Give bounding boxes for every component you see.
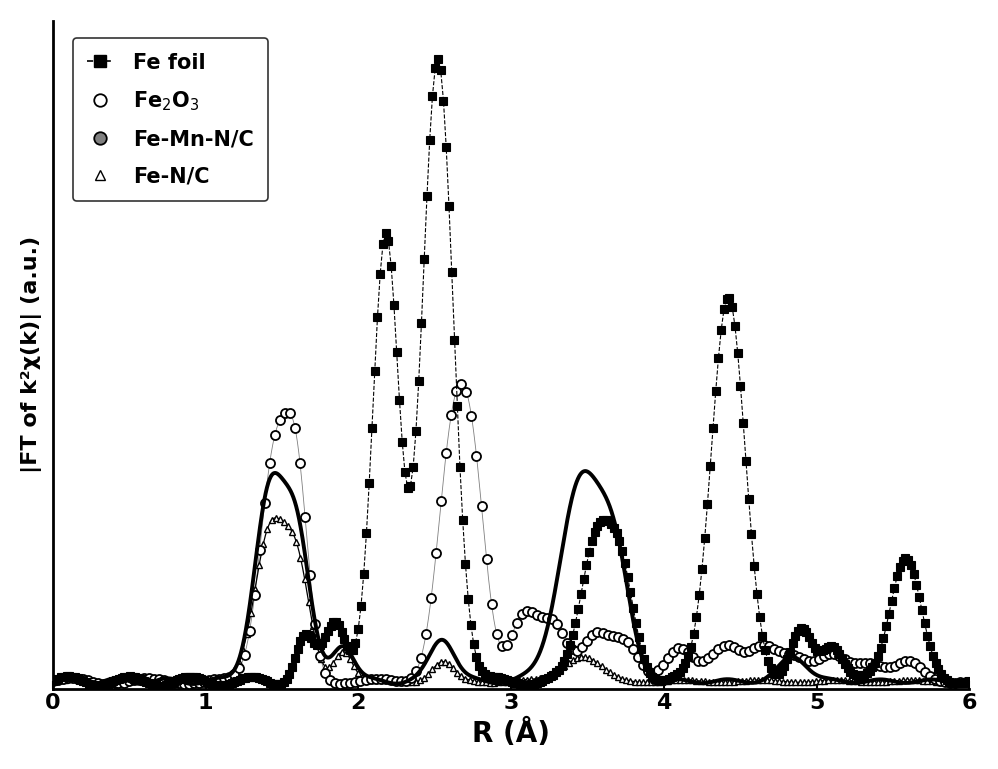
- Y-axis label: |FT of k²χ(k)| (a.u.): |FT of k²χ(k)| (a.u.): [21, 236, 42, 473]
- X-axis label: R (Å): R (Å): [472, 719, 550, 748]
- Legend: Fe foil, Fe$_2$O$_3$, Fe-Mn-N/C, Fe-N/C: Fe foil, Fe$_2$O$_3$, Fe-Mn-N/C, Fe-N/C: [73, 38, 268, 201]
